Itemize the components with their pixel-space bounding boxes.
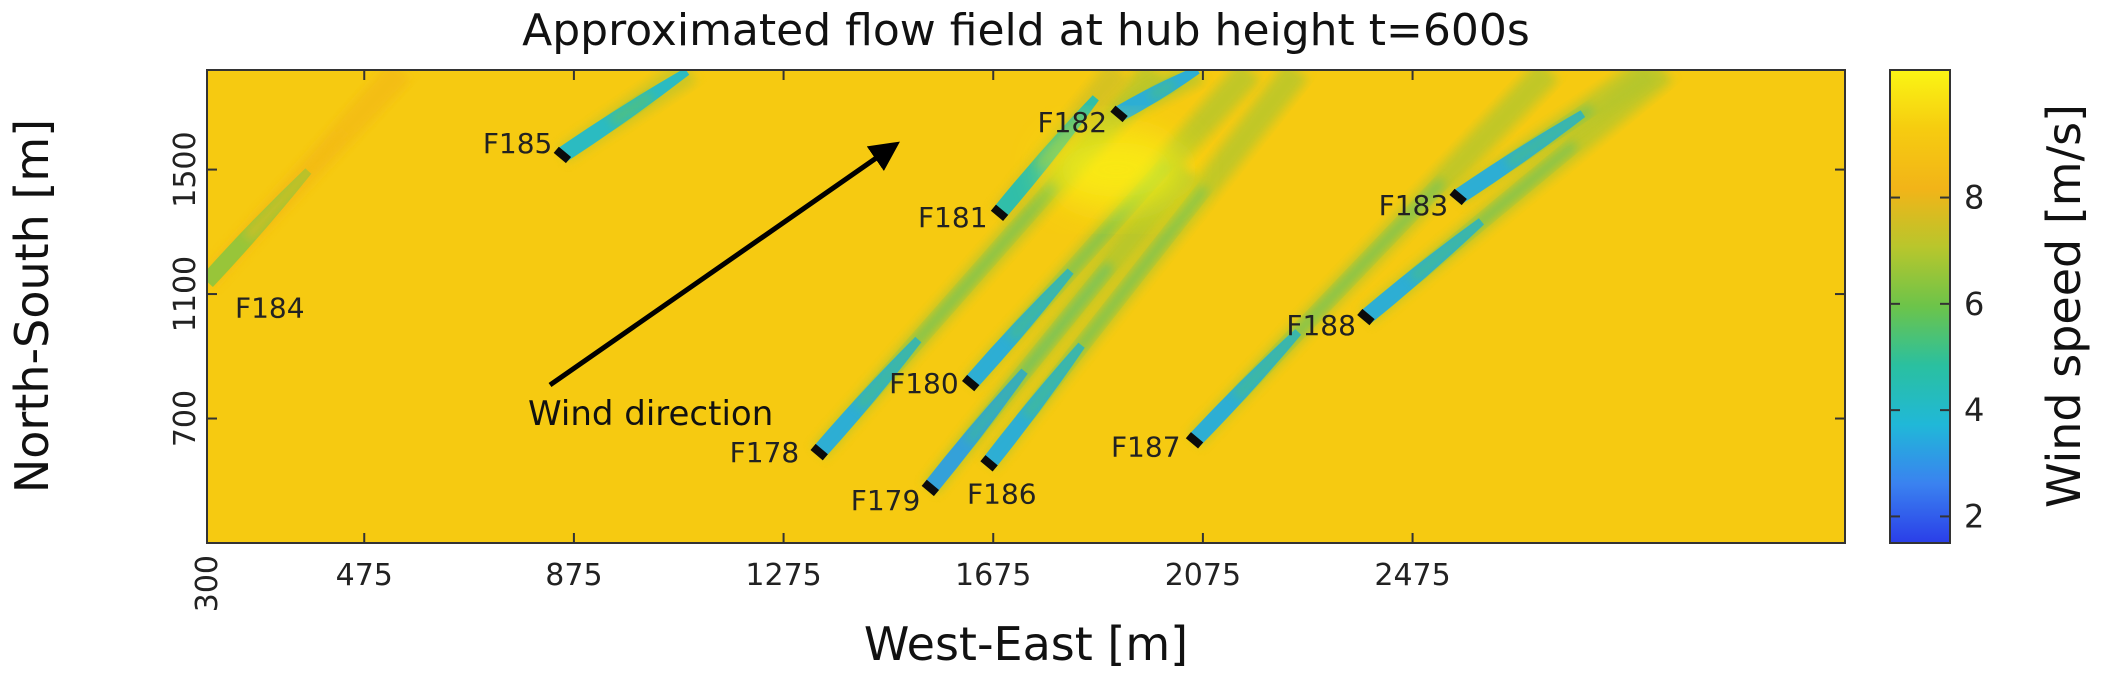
wake-f179 xyxy=(923,160,1199,494)
turbine-label-f187: F187 xyxy=(1111,430,1181,463)
turbine-f178 xyxy=(810,443,828,461)
turbine-f180 xyxy=(962,374,980,392)
x-tick-label: 475 xyxy=(336,558,393,593)
turbine-label-f183: F183 xyxy=(1379,189,1449,222)
turbine-label-f178: F178 xyxy=(730,436,800,469)
y-tick-label: 700 xyxy=(168,390,203,447)
colorbar-tick-label: 4 xyxy=(1964,391,1984,429)
turbine-layer: F178 F179 F180 F181 F182 F183 F184 F185 F186 F187… xyxy=(235,105,1467,517)
turbine-label-f186: F186 xyxy=(967,477,1037,510)
wake-f185 xyxy=(557,70,698,163)
speed-up-region xyxy=(1046,129,1187,210)
turbine-f179 xyxy=(921,479,940,497)
wake-f181 xyxy=(992,70,1130,219)
x-axis-ticks: 300 475 875 1275 1675 2075 2475 xyxy=(190,70,1451,612)
colorbar-label: Wind speed [m/s] xyxy=(2037,104,2091,508)
wake-f188 xyxy=(1360,70,1674,325)
turbine-f182 xyxy=(1110,105,1128,123)
wake-f182 xyxy=(1114,70,1205,122)
turbine-f186 xyxy=(980,455,998,472)
turbine-label-f180: F180 xyxy=(889,367,959,400)
colorbar-tick-label: 6 xyxy=(1964,285,1984,323)
x-tick-label: 2075 xyxy=(1165,558,1241,593)
turbine-label-f182: F182 xyxy=(1037,106,1107,139)
y-axis-label: North-South [m] xyxy=(5,119,59,493)
turbine-label-f188: F188 xyxy=(1286,309,1356,342)
y-tick-label: 300 xyxy=(190,555,225,612)
wake-f187 xyxy=(1188,70,1559,447)
turbine-f183 xyxy=(1449,188,1467,206)
turbine-label-f184: F184 xyxy=(235,292,305,325)
plot-frame xyxy=(206,69,1846,544)
y-axis-ticks: 700 1100 1500 xyxy=(168,131,1845,447)
wake-f186 xyxy=(981,70,1309,469)
turbine-label-f179: F179 xyxy=(851,484,921,517)
turbine-label-f185: F185 xyxy=(483,127,553,160)
colorbar-tick-label: 8 xyxy=(1964,179,1984,217)
chart-title: Approximated flow field at hub height t=… xyxy=(522,5,1530,56)
colorbar-gradient xyxy=(1889,69,1951,544)
colorbar: 2 4 6 8 Wind speed [m/s] xyxy=(1889,69,2091,544)
turbine-f181 xyxy=(990,204,1009,222)
wind-direction-label: Wind direction xyxy=(528,394,773,434)
turbine-f188 xyxy=(1357,308,1375,326)
wake-f183 xyxy=(1453,70,1657,205)
x-tick-label: 1275 xyxy=(745,558,821,593)
x-tick-label: 2475 xyxy=(1374,558,1450,593)
x-tick-label: 875 xyxy=(545,558,602,593)
y-tick-label: 1500 xyxy=(168,131,203,207)
turbine-f185 xyxy=(553,146,572,164)
colorbar-tick-label: 2 xyxy=(1964,497,1984,535)
plot-area: F178 F179 F180 F181 F182 F183 F184 F185 F186 F187… xyxy=(206,69,1846,544)
wake-f184 xyxy=(207,70,412,288)
wake-layer xyxy=(207,70,1674,494)
turbine-label-f181: F181 xyxy=(918,201,988,234)
y-tick-label: 1100 xyxy=(168,256,203,332)
turbine-f187 xyxy=(1185,432,1204,449)
colorbar-ticks: 2 4 6 8 xyxy=(1890,179,1984,535)
wind-direction-arrow xyxy=(548,141,900,388)
x-tick-label: 1675 xyxy=(955,558,1031,593)
x-axis-label: West-East [m] xyxy=(864,617,1188,671)
